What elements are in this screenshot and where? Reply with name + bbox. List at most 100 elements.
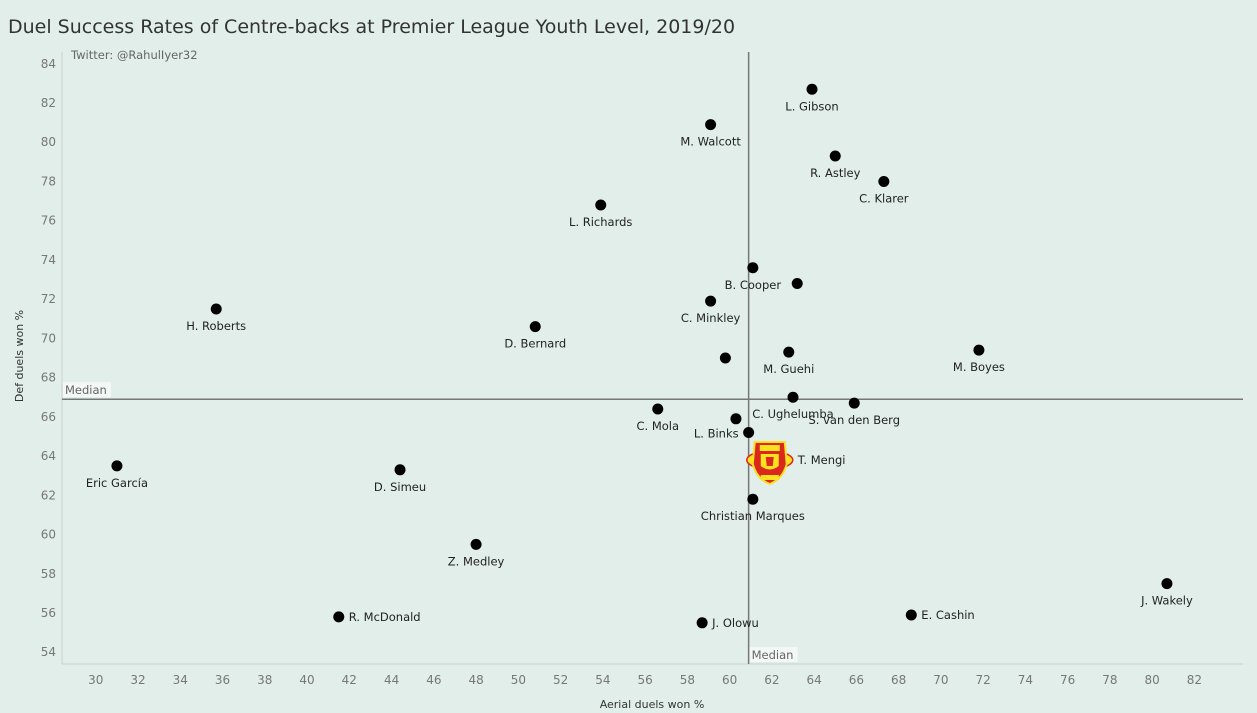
median-y-label-bg — [63, 382, 111, 398]
x-tick-label: 78 — [1102, 673, 1117, 687]
point-labels: L. Gibson M. Walcott R. Astley C. Klarer L. … — [86, 99, 1193, 630]
y-tick-label: 54 — [41, 645, 56, 659]
point-label: Z. Medley — [448, 554, 505, 568]
y-tick-label: 58 — [41, 567, 56, 581]
point-label: R. McDonald — [349, 610, 421, 624]
x-tick-label: 36 — [215, 673, 230, 687]
x-tick-label: 38 — [257, 673, 272, 687]
x-tick-label: 80 — [1145, 673, 1160, 687]
data-point — [905, 609, 917, 621]
x-tick-label: 52 — [553, 673, 568, 687]
point-label: C. Ughelumba — [752, 407, 833, 421]
data-point — [719, 352, 731, 364]
point-label: D. Simeu — [374, 480, 426, 494]
y-tick-label: 80 — [41, 135, 56, 149]
data-point — [743, 427, 755, 439]
point-label: J. Wakely — [1140, 594, 1193, 608]
data-point — [705, 119, 717, 131]
data-point — [333, 611, 345, 623]
median-x-label-bg — [749, 647, 798, 662]
y-tick-label: 82 — [41, 96, 56, 110]
data-point — [111, 460, 123, 472]
data-point — [529, 321, 541, 333]
data-point — [696, 617, 708, 629]
point-label: S. van den Berg — [808, 413, 900, 427]
data-point — [730, 413, 742, 425]
y-tick-label: 84 — [41, 57, 56, 71]
point-label: L. Binks — [694, 427, 739, 441]
y-tick-label: 60 — [41, 528, 56, 542]
y-tick-label: 64 — [41, 449, 56, 463]
point-label: D. Bernard — [504, 337, 566, 351]
data-point — [878, 175, 890, 187]
x-tick-label: 66 — [849, 673, 864, 687]
data-point — [705, 295, 717, 307]
point-label: E. Cashin — [921, 608, 974, 622]
chart-title: Duel Success Rates of Centre-backs at Pr… — [8, 16, 736, 38]
x-tick-label: 72 — [975, 673, 990, 687]
x-tick-label: 64 — [806, 673, 821, 687]
point-label: H. Roberts — [186, 319, 246, 333]
point-label: Christian Marques — [701, 509, 805, 523]
data-point — [210, 303, 222, 315]
x-tick-label: 60 — [722, 673, 737, 687]
data-point — [747, 262, 759, 274]
data-point — [791, 277, 803, 289]
point-label: L. Gibson — [785, 99, 838, 113]
y-tick-label: 74 — [41, 253, 56, 267]
x-tick-label: 30 — [88, 673, 103, 687]
point-label: R. Astley — [810, 166, 861, 180]
y-tick-label: 78 — [41, 174, 56, 188]
point-label: M. Walcott — [680, 135, 741, 149]
x-tick-label: 56 — [637, 673, 652, 687]
axes: 30 32 34 36 38 40 42 44 46 48 50 52 54 56 58 60 62 64 66 68… — [41, 52, 1243, 687]
median-x-label: Median — [752, 648, 794, 662]
data-point — [973, 344, 985, 356]
y-tick-label: 70 — [41, 331, 56, 345]
data-point — [595, 199, 607, 211]
data-point — [747, 493, 759, 505]
point-label: M. Boyes — [953, 360, 1005, 374]
x-tick-label: 68 — [891, 673, 906, 687]
y-tick-label: 66 — [41, 410, 56, 424]
point-label: M. Guehi — [763, 362, 814, 376]
x-tick-label: 46 — [426, 673, 441, 687]
x-tick-label: 50 — [511, 673, 526, 687]
data-points — [111, 83, 1173, 629]
point-label: T. Mengi — [797, 453, 846, 467]
manchester-united-crest-icon — [746, 441, 794, 486]
data-point — [783, 346, 795, 358]
x-tick-label: 48 — [468, 673, 483, 687]
y-tick-label: 62 — [41, 488, 56, 502]
y-tick-label: 76 — [41, 214, 56, 228]
x-axis-label: Aerial duels won % — [600, 698, 705, 711]
point-label: C. Mola — [637, 419, 680, 433]
point-label: C. Klarer — [859, 191, 909, 205]
data-point — [829, 150, 841, 162]
x-tick-label: 58 — [680, 673, 695, 687]
point-label: J. Olowu — [711, 616, 759, 630]
data-point — [394, 464, 406, 476]
x-tick-label: 62 — [764, 673, 779, 687]
x-tick-label: 74 — [1018, 673, 1033, 687]
y-tick-label: 68 — [41, 371, 56, 385]
point-label: B. Cooper — [725, 278, 782, 292]
x-tick-label: 32 — [130, 673, 145, 687]
x-tick-label: 34 — [173, 673, 188, 687]
data-point — [787, 391, 799, 403]
x-tick-label: 44 — [384, 673, 399, 687]
x-tick-label: 82 — [1187, 673, 1202, 687]
x-tick-label: 40 — [299, 673, 314, 687]
x-tick-label: 76 — [1060, 673, 1075, 687]
data-point — [470, 538, 482, 550]
x-tick-label: 54 — [595, 673, 610, 687]
twitter-credit: Twitter: @RahulIyer32 — [70, 48, 198, 62]
median-y-label: Median — [65, 383, 107, 397]
point-label: C. Minkley — [681, 311, 741, 325]
y-tick-label: 56 — [41, 606, 56, 620]
point-label: Eric García — [86, 476, 148, 490]
median-lines: Median Median — [62, 52, 1243, 664]
data-point — [652, 403, 664, 415]
y-axis-label: Def duels won % — [13, 310, 26, 402]
